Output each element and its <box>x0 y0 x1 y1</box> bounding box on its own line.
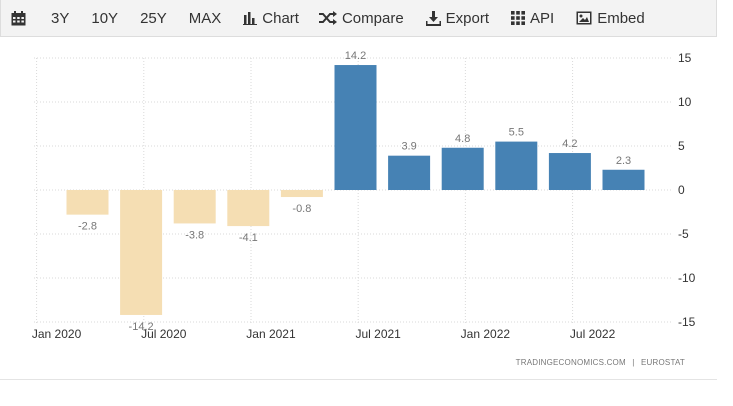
x-tick-label-1: Jul 2020 <box>141 327 187 341</box>
data-label-2022-Q2: 4.2 <box>562 138 577 150</box>
range-25y-button[interactable]: 25Y <box>140 9 167 27</box>
bar-chart: -2.8 -14.2 -3.8 -4.1 -0.8 14.2 3.9 4.8 5.5 4.2 2.3… <box>32 50 696 341</box>
chart-button-label: Chart <box>262 9 299 27</box>
chart-button[interactable]: Chart <box>243 0 299 36</box>
data-label-2020-Q4: -4.1 <box>239 232 258 244</box>
bar-2020-Q3[interactable] <box>173 190 216 224</box>
x-tick-label-4: Jan 2022 <box>461 327 511 341</box>
data-label-2021-Q4: 4.8 <box>455 133 470 145</box>
bar-2022-Q1[interactable] <box>495 141 538 190</box>
x-tick-label-3: Jul 2021 <box>355 327 401 341</box>
data-label-2021-Q3: 3.9 <box>401 141 416 153</box>
export-button[interactable]: Export <box>425 0 490 36</box>
data-label-2022-Q1: 5.5 <box>509 127 524 139</box>
data-label-2022-Q3: 2.3 <box>616 155 631 167</box>
bar-2020-Q4[interactable] <box>227 190 270 227</box>
bar-2022-Q3[interactable] <box>602 169 645 190</box>
y-tick-label-2: 5 <box>678 139 685 153</box>
bar-chart-icon <box>243 11 258 25</box>
bar-2021-Q4[interactable] <box>441 147 484 190</box>
bottom-divider <box>0 379 717 380</box>
y-tick-label-1: 10 <box>678 95 692 109</box>
y-tick-label-5: -10 <box>678 271 696 285</box>
data-label-2020-Q3: -3.8 <box>185 229 204 241</box>
bar-2021-Q1[interactable] <box>280 190 323 198</box>
y-tick-label-3: 0 <box>678 183 685 197</box>
y-tick-label-0: 15 <box>678 51 692 65</box>
data-label-2020-Q1: -2.8 <box>78 221 97 233</box>
compare-button-label: Compare <box>341 9 404 27</box>
bar-2021-Q2[interactable] <box>334 65 377 190</box>
range-max-button[interactable]: MAX <box>188 9 222 27</box>
api-button-label: API <box>530 9 555 27</box>
calendar-button[interactable] <box>11 0 31 36</box>
data-label-2020-Q2: -14.2 <box>129 321 154 333</box>
x-axis-ticks: Jan 2020 Jul 2020 Jan 2021 Jul 2021 Jan 2022… <box>32 327 616 341</box>
x-tick-label-5: Jul 2022 <box>570 327 616 341</box>
data-labels: -2.8 -14.2 -3.8 -4.1 -0.8 14.2 3.9 4.8 5.5 4.2 2.3 <box>78 50 631 333</box>
embed-button-label: Embed <box>597 9 645 27</box>
chart-area: -2.8 -14.2 -3.8 -4.1 -0.8 14.2 3.9 4.8 5.5 4.2 2.3… <box>0 37 733 382</box>
x-tick-label-0: Jan 2020 <box>32 327 82 341</box>
compare-button[interactable]: Compare <box>318 0 404 36</box>
bar-2020-Q2[interactable] <box>120 190 163 315</box>
shuffle-icon <box>318 11 337 25</box>
bars <box>66 65 645 315</box>
bar-2020-Q1[interactable] <box>66 190 109 215</box>
range-3y-button[interactable]: 3Y <box>51 9 70 27</box>
source-credit: TRADINGECONOMICS.COM | EUROSTAT <box>516 358 685 367</box>
export-button-label: Export <box>445 9 490 27</box>
y-tick-label-4: -5 <box>678 227 689 241</box>
toolbar: 3Y 10Y 25Y MAX Chart Compare <box>0 0 717 37</box>
source-provider[interactable]: EUROSTAT <box>641 358 685 367</box>
source-separator: | <box>632 358 635 367</box>
source-site[interactable]: TRADINGECONOMICS.COM <box>515 358 626 367</box>
embed-button[interactable]: Embed <box>576 0 645 36</box>
grid-icon <box>511 11 526 25</box>
calendar-icon <box>11 10 26 26</box>
api-button[interactable]: API <box>511 0 554 36</box>
image-icon <box>576 11 592 25</box>
range-10y-button[interactable]: 10Y <box>91 9 119 27</box>
data-label-2021-Q1: -0.8 <box>292 203 311 215</box>
data-label-2021-Q2: 14.2 <box>345 50 366 62</box>
x-tick-label-2: Jan 2021 <box>246 327 296 341</box>
bar-2022-Q2[interactable] <box>548 153 591 190</box>
bar-2021-Q3[interactable] <box>388 155 431 190</box>
y-axis-ticks: 15 10 5 0 -5 -10 -15 <box>678 51 696 329</box>
download-icon <box>425 10 441 26</box>
y-tick-label-6: -15 <box>678 315 696 329</box>
